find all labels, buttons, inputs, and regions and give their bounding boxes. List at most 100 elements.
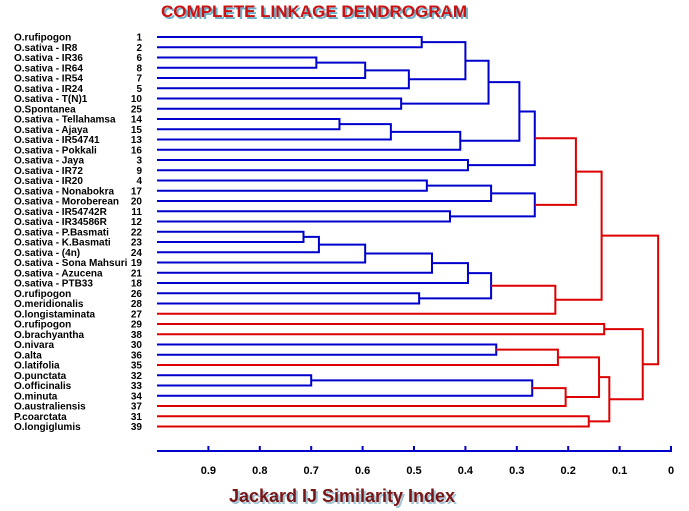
dendrogram-link [157,123,392,141]
leaf-number: 1 [136,33,142,44]
dendrogram-link [157,56,318,69]
dendrogram-link [157,379,534,397]
leaf-number: 33 [131,381,143,392]
leaf-label: O.sativa - Sona Mahsuri [14,258,128,269]
leaf-number: 25 [131,104,143,115]
leaf-number: 35 [131,361,143,372]
leaf-number: 22 [131,227,143,238]
chart-title-group: COMPLETE LINKAGE DENDROGRAM COMPLETE LIN… [161,2,469,23]
x-axis: 0.9 0.8 0.7 0.6 0.5 0.4 0.3 0.2 0.1 0 [157,446,674,477]
leaf-number: 11 [131,207,142,218]
leaf-label: O.australiensis [14,402,86,413]
leaf-label: O.rufipogon [14,320,71,331]
dendrogram-links [157,36,660,428]
leaf-label: O.sativa - IR24 [14,84,83,95]
leaf-number: 14 [131,115,143,126]
dendrogram-link [460,81,521,142]
x-axis-title-group: Jackard IJ Similarity Index Jackard IJ S… [229,486,457,508]
leaf-number: 34 [131,391,143,402]
leaf-number: 5 [136,84,142,95]
leaf-number: 30 [131,340,143,351]
leaf-label: O.sativa - P.Basmati [14,227,109,238]
leaf-label: O.Spontanea [14,104,76,115]
leaf-label: O.sativa - Moroberean [14,197,119,208]
leaf-label: O.sativa - IR34586R [14,217,108,228]
leaf-number: 10 [131,94,143,105]
leaf-number: 19 [131,258,143,269]
leaf-label: O.meridionalis [14,299,84,310]
dendrogram-link [157,415,590,428]
leaf-number: 23 [131,238,143,249]
leaf-number: 37 [131,402,143,413]
dendrogram-link [157,118,341,131]
leaf-label: O.longistaminata [14,309,96,320]
leaf-label: O.sativa - IR64 [14,63,83,74]
x-tick-label: 0.8 [252,465,267,477]
leaf-label: O.alta [14,350,42,361]
dendrogram-link [157,130,462,151]
leaf-label: O.nivara [14,340,54,351]
leaf-number: 9 [136,166,142,177]
dendrogram-link [157,343,498,356]
chart-title-shadow: COMPLETE LINKAGE DENDROGRAM [163,4,469,23]
leaf-number: 32 [131,371,143,382]
leaf-label: O.minuta [14,391,58,402]
leaf-number: 28 [131,299,143,310]
leaf-number: 31 [131,412,143,423]
leaf-label: O.sativa - PTB33 [14,279,93,290]
leaf-number: 3 [136,156,142,167]
x-tick-label: 0.4 [458,465,474,477]
leaf-number: 38 [131,330,143,341]
leaf-label: O.sativa - Azucena [14,268,103,279]
leaf-label: O.sativa - IR54 [14,74,83,85]
dendrogram-link [157,179,428,192]
dendrogram-link [157,323,606,336]
dendrogram-link [449,192,536,218]
dendrogram-link [157,69,410,90]
leaf-label: O.sativa - (4n) [14,248,80,259]
x-tick-label: 0.7 [304,465,319,477]
leaf-number: 12 [131,217,143,228]
leaf-number: 4 [136,176,142,187]
leaf-label: O.brachyantha [14,330,84,341]
leaf-label: O.longiglumis [14,422,81,433]
leaf-number: 13 [131,135,143,146]
dendrogram-link [557,356,601,399]
x-axis-title-shadow: Jackard IJ Similarity Index [231,488,457,508]
leaf-number: 24 [131,248,143,259]
leaf-labels: O.rufipogon 1 O.sativa - IR8 2 O.sativa - IR… [14,33,142,434]
leaf-label: O.sativa - Jaya [14,156,84,167]
leaf-label: O.sativa - IR8 [14,43,78,54]
leaf-label: O.sativa - Tellahamsa [14,115,116,126]
leaf-number: 27 [131,309,143,320]
leaf-number: 15 [131,125,143,136]
leaf-label: O.rufipogon [14,289,71,300]
leaf-label: O.officinalis [14,381,72,392]
dendrogram-link [419,272,493,300]
leaf-number: 2 [136,43,142,54]
dendrogram-link [157,230,305,243]
x-axis-title: Jackard IJ Similarity Index [229,486,455,506]
dendrogram-link [157,159,469,172]
x-tick-label: 0.6 [355,465,370,477]
leaf-number: 20 [131,197,143,208]
leaf-number: 39 [131,422,143,433]
dendrogram-link [157,184,493,202]
leaf-number: 8 [136,63,142,74]
leaf-label: O.sativa - Ajaya [14,125,89,136]
dendrogram-link [467,110,536,167]
leaf-label: O.punctata [14,371,67,382]
dendrogram-link [601,234,660,366]
dendrogram-link [157,36,423,49]
leaf-label: O.sativa - Pokkali [14,145,97,156]
chart-title: COMPLETE LINKAGE DENDROGRAM [161,2,467,21]
dendrogram-link [555,170,603,301]
leaf-number: 17 [131,186,143,197]
dendrogram-link [157,210,451,223]
x-tick-label: 0.1 [612,465,627,477]
leaf-label: O.sativa - Nonabokra [14,186,114,197]
leaf-label: O.sativa - IR72 [14,166,83,177]
leaf-label: O.rufipogon [14,33,71,44]
x-tick-label: 0.5 [406,465,421,477]
x-tick-label: 0 [668,465,674,477]
